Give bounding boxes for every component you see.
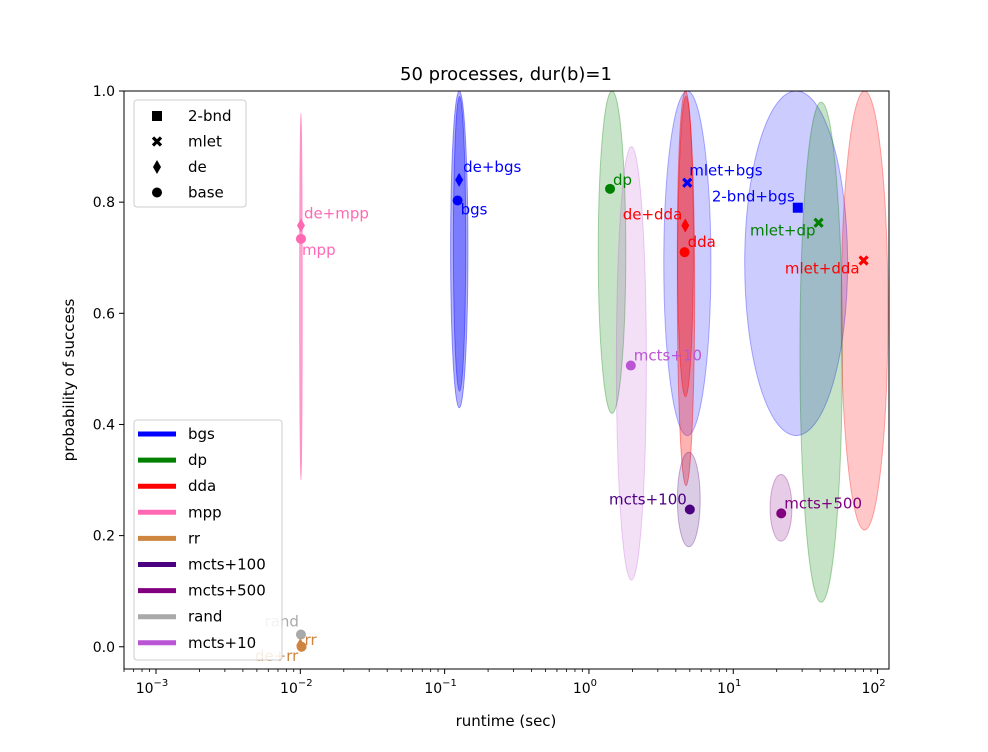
legend-marker-de [153,160,161,174]
legend-markers: 2-bnd mlet de base [133,99,247,208]
point-label-de+mpp: de+mpp [304,204,369,222]
ellipse-mlet+dda [840,90,889,531]
point-2-bnd+bgs [792,202,803,213]
legend-color-label-dda: dda [188,477,216,495]
point-label-dda: dda [688,233,716,251]
ellipse-dda [676,96,696,487]
point-label-de+bgs: de+bgs [463,158,521,176]
legend-marker-base [152,187,162,198]
point-label-rr: rr [305,631,318,649]
x-tick-label-0: 10−3 [136,678,169,697]
plot-frame [123,90,890,670]
ellipse-mpp [299,112,303,481]
point-mlet+dda-stroke [858,255,869,266]
x-tick-label-1: 10−2 [280,678,313,697]
point-label-mlet+bgs: mlet+bgs [689,162,763,180]
ellipse-mcts+100 [676,451,701,548]
x-tick-label-3: 100 [573,678,597,697]
y-tick-label-1: 0.2 [93,529,115,545]
point-label-mcts+10: mcts+10 [634,347,702,365]
point-mcts+100 [684,504,695,515]
legend-markers-box [133,99,247,208]
ellipse-mlet+dp [799,101,843,603]
legend-colors: bgs dp dda mpp rr mcts+100 mcts+500 rand mcts+10 [133,419,283,661]
ellipse-layer [299,90,889,603]
point-label-mpp: mpp [302,241,336,259]
point-dp [605,183,616,194]
ellipse-bgs-de [452,96,467,392]
y-tick-label-4: 0.8 [93,195,115,211]
point-label-mcts+500: mcts+500 [784,494,862,512]
legend-colors-box [133,419,283,661]
point-de+mpp [296,218,305,233]
legend-marker-label-de: de [188,158,207,176]
legend-marker-2-bnd [152,111,162,121]
x-axis-label: runtime (sec) [456,712,557,730]
legend-marker-label-2-bnd: 2-bnd [188,107,232,125]
legend-color-label-mpp: mpp [188,503,222,521]
point-mlet+dda [858,255,869,266]
point-de+bgs [455,172,464,187]
ellipse-mcts+500 [769,473,793,542]
point-mcts+10 [625,360,636,371]
point-label-mcts+100: mcts+100 [609,490,687,508]
point-label-mlet+dp: mlet+dp [750,222,816,240]
point-label-2-bnd+bgs: 2-bnd+bgs [712,188,795,206]
point-mlet+bgs-stroke [682,177,693,188]
point-de+rr [296,638,305,653]
legend-color-label-rr: rr [188,529,201,547]
y-tick-label-3: 0.6 [93,306,115,322]
legend-color-label-bgs: bgs [188,425,215,443]
point-label-dp: dp [613,171,632,189]
point-mlet+bgs [682,177,693,188]
legend-marker-label-base: base [188,184,224,202]
y-tick-label-2: 0.4 [93,417,115,433]
x-tick-label-5: 102 [861,678,885,697]
legend-color-label-dp: dp [188,451,207,469]
legend-marker-mlet-stroke [151,136,163,147]
point-mlet+dp-stroke [813,217,824,228]
point-de+dda [681,218,690,233]
point-dda [679,247,690,258]
point-rand [295,629,306,640]
chart-title: 50 processes, dur(b)=1 [400,64,612,85]
point-bgs [452,195,463,206]
point-label-de+dda: de+dda [623,205,683,223]
y-tick-label-0: 0.0 [93,640,115,656]
legend-marker-mlet [151,136,163,147]
point-layer: de+bgs bgs de+mpp mpp dp mlet+bgs de+dda dda 2-b… [255,158,869,665]
point-mlet+dp [813,217,824,228]
point-mcts+500 [776,508,787,519]
y-tick-label-5: 1.0 [93,84,115,100]
x-tick-label-4: 101 [717,678,741,697]
legend-color-label-mcts+100: mcts+100 [188,556,266,574]
legend-color-label-mcts+10: mcts+10 [188,634,256,652]
point-mpp [295,233,306,244]
legend-marker-label-mlet: mlet [188,133,222,151]
x-tick-label-2: 10−1 [424,678,457,697]
axis-layer: 10−3 10−2 10−1 100 101 102 0.0 0.2 0.4 0.6 0.8 1.0 [93,84,886,697]
legend-color-label-mcts+500: mcts+500 [188,582,266,600]
point-label-bgs: bgs [461,200,488,218]
y-axis-label: probability of success [60,298,78,461]
legend-color-label-rand: rand [188,608,222,626]
point-label-mlet+dda: mlet+dda [785,260,860,278]
